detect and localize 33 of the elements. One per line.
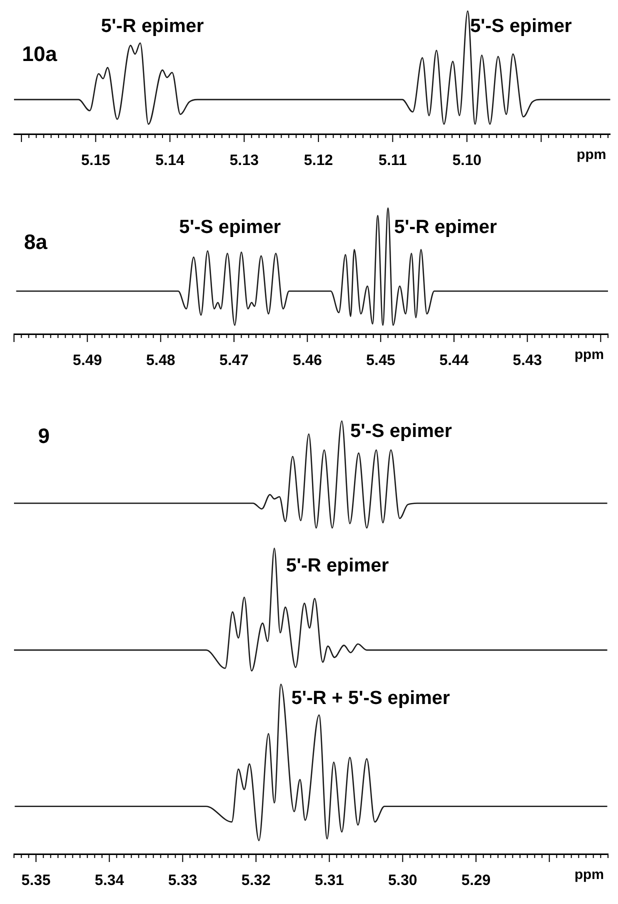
x-tick-label: 5.34 [94,872,125,890]
x-axis-title: ppm [574,866,604,882]
x-tick-label: 5.44 [439,352,470,370]
x-tick-label: 5.30 [388,872,418,890]
annotation: 5'-R + 5'-S epimer [291,688,450,709]
annotation: 5'-S epimer [179,216,282,238]
x-tick-label: 5.14 [155,152,186,170]
x-axis-title: ppm [574,346,604,362]
x-tick-label: 5.11 [378,152,407,170]
x-tick-label: 5.32 [241,872,271,890]
x-tick-label: 5.49 [72,352,102,370]
x-tick-label: 5.48 [146,352,176,370]
x-tick-label: 5.13 [230,152,259,170]
x-tick-label: 5.15 [81,152,110,170]
annotation: 5'-R epimer [286,556,390,577]
x-tick-label: 5.47 [219,352,249,370]
text: 8a [24,230,48,254]
annotation: 5'-R epimer [394,216,498,238]
x-tick-label: 5.12 [304,152,334,170]
x-tick-label: 5.43 [512,352,542,370]
x-tick-label: 5.35 [21,872,51,890]
x-tick-label: 5.45 [366,352,396,370]
x-axis-title: ppm [576,146,606,162]
text: 10a [22,42,58,66]
annotation: 5'-S epimer [350,421,452,442]
annotation: 5'-S epimer [470,16,572,38]
annotation: 5'-R epimer [101,16,204,38]
x-tick-label: 5.31 [314,872,344,890]
x-tick-label: 5.29 [461,872,491,890]
x-tick-label: 5.46 [292,352,322,370]
chart-title: 9 [38,424,50,448]
x-tick-label: 5.10 [452,152,482,170]
x-tick-label: 5.33 [168,872,198,890]
